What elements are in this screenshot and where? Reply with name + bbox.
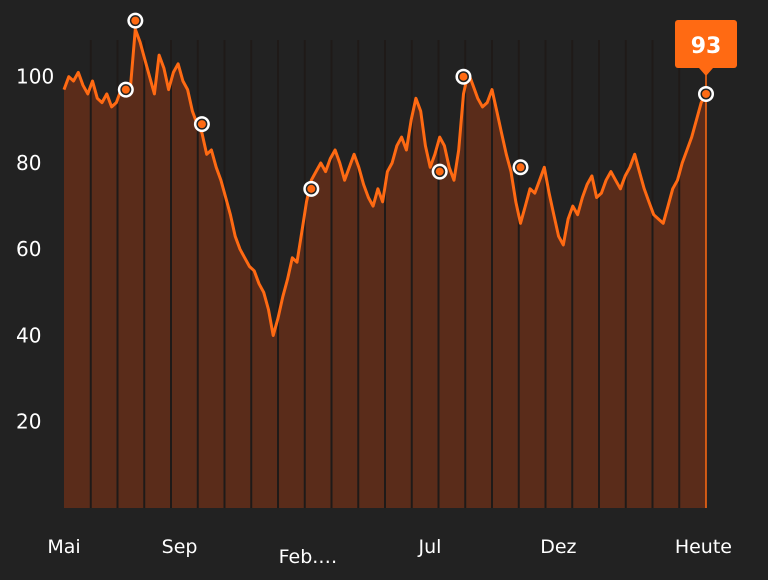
- y-tick-label: 20: [16, 410, 41, 434]
- line-layer: [62, 27, 708, 337]
- x-tick-label: Mai: [47, 536, 80, 558]
- x-tick-label: Jul: [417, 536, 441, 558]
- event-marker-dot: [131, 16, 140, 25]
- x-tick-label: Heute: [675, 536, 732, 558]
- y-tick-label: 80: [16, 151, 41, 175]
- x-tick-label: Sep: [162, 536, 198, 558]
- x-tick-label: Dez: [540, 536, 576, 558]
- tooltip-label: 93: [691, 34, 722, 59]
- event-marker-dot: [197, 120, 206, 129]
- tooltip-box: [675, 20, 737, 68]
- event-marker-dot: [459, 72, 468, 81]
- event-marker-dot: [516, 163, 525, 172]
- event-marker-dot: [435, 167, 444, 176]
- price-line: [62, 27, 708, 337]
- y-tick-label: 40: [16, 323, 41, 347]
- y-tick-label: 60: [16, 237, 41, 261]
- markers-layer: [117, 12, 714, 197]
- y-axis: 20 40 60 80 100: [16, 65, 54, 434]
- tooltip-pointer: [699, 68, 713, 76]
- x-axis: Mai Sep Feb.… Jul Dez Heute: [47, 536, 732, 568]
- event-marker-dot: [307, 184, 316, 193]
- value-tooltip: 93: [675, 20, 737, 76]
- event-marker-dot: [702, 89, 710, 98]
- x-tick-label: Feb.…: [279, 546, 338, 568]
- event-marker-dot: [121, 85, 130, 94]
- y-tick-label: 100: [16, 65, 54, 89]
